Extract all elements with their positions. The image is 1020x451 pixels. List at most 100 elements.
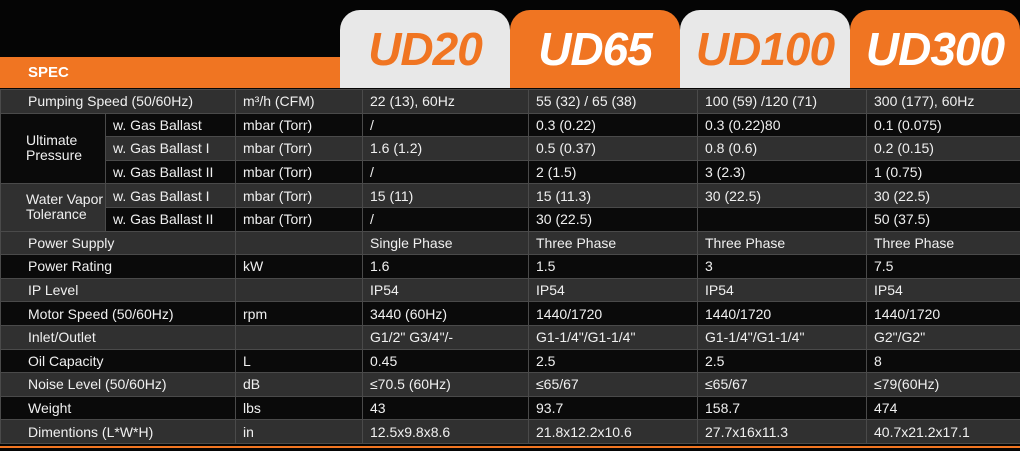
table-row: w. Gas Ballast II mbar (Torr)/30 (22.5) 50… bbox=[1, 206, 1020, 232]
unit bbox=[235, 230, 363, 256]
value-cell: 2.5 bbox=[697, 348, 867, 374]
unit bbox=[235, 324, 363, 350]
value-cell: 27.7x16x11.3 bbox=[697, 419, 867, 444]
row-label: Inlet/Outlet bbox=[0, 324, 236, 350]
value-cell: 55 (32) / 65 (38) bbox=[528, 89, 698, 114]
row-label: Noise Level (50/60Hz) bbox=[0, 372, 236, 397]
unit: in bbox=[235, 419, 363, 444]
value-cell: 3 (2.3) bbox=[697, 159, 867, 185]
table-row: Noise Level (50/60Hz) dB ≤70.5 (60Hz) ≤65/6… bbox=[0, 372, 1020, 397]
value-cell: 100 (59) /120 (71) bbox=[697, 89, 867, 114]
value-cell: 15 (11.3) bbox=[528, 183, 698, 208]
value-cell: 1440/1720 bbox=[866, 301, 1020, 326]
value-cell: 7.5 bbox=[866, 254, 1020, 279]
value-cell: Three Phase bbox=[528, 230, 698, 256]
unit: mbar (Torr) bbox=[235, 206, 363, 232]
unit: kW bbox=[235, 254, 363, 279]
unit: mbar (Torr) bbox=[235, 159, 363, 185]
value-cell: 1.6 (1.2) bbox=[362, 136, 529, 161]
table-row: Ultimate Pressure w. Gas Ballast mbar (Tor… bbox=[0, 112, 1020, 185]
sub-label: w. Gas Ballast II bbox=[105, 206, 236, 232]
value-cell: IP54 bbox=[528, 277, 698, 303]
value-cell: G1-1/4"/G1-1/4" bbox=[697, 324, 867, 350]
value-cell: 1440/1720 bbox=[697, 301, 867, 326]
group-label: Water Vapor Tolerance bbox=[0, 183, 106, 232]
unit: mbar (Torr) bbox=[235, 112, 363, 138]
value-cell: 1440/1720 bbox=[528, 301, 698, 326]
value-cell: 158.7 bbox=[697, 395, 867, 421]
unit: mbar (Torr) bbox=[235, 136, 363, 161]
value-cell: 30 (22.5) bbox=[866, 183, 1020, 208]
value-cell: Single Phase bbox=[362, 230, 529, 256]
value-cell: 2.5 bbox=[528, 348, 698, 374]
value-cell: 300 (177), 60Hz bbox=[866, 89, 1020, 114]
unit: L bbox=[235, 348, 363, 374]
spec-table: Pumping Speed (50/60Hz) m³/h (CFM) 22 (13)… bbox=[0, 89, 1020, 444]
value-cell: ≤65/67 bbox=[528, 372, 698, 397]
bottom-rule bbox=[0, 446, 1020, 448]
value-cell: IP54 bbox=[362, 277, 529, 303]
value-cell: 1.5 bbox=[528, 254, 698, 279]
value-cell: IP54 bbox=[697, 277, 867, 303]
value-cell: / bbox=[362, 112, 529, 138]
value-cell: 3440 (60Hz) bbox=[362, 301, 529, 326]
value-cell: 21.8x12.2x10.6 bbox=[528, 419, 698, 444]
row-label: IP Level bbox=[0, 277, 236, 303]
row-label: Oil Capacity bbox=[0, 348, 236, 374]
value-cell: 8 bbox=[866, 348, 1020, 374]
unit bbox=[235, 277, 363, 303]
table-row: Dimentions (L*W*H) in 12.5x9.8x8.6 21.8x12.… bbox=[0, 419, 1020, 444]
value-cell: 12.5x9.8x8.6 bbox=[362, 419, 529, 444]
value-cell: 474 bbox=[866, 395, 1020, 421]
value-cell: / bbox=[362, 206, 529, 232]
table-row: IP Level IP54 IP54 IP54 IP54 bbox=[0, 277, 1020, 303]
value-cell: 0.3 (0.22) bbox=[528, 112, 698, 138]
value-cell: 0.45 bbox=[362, 348, 529, 374]
table-row: Power Rating kW 1.6 1.5 3 7.5 bbox=[0, 254, 1020, 279]
value-cell: 50 (37.5) bbox=[866, 206, 1020, 232]
model-tab: UD300 bbox=[850, 10, 1020, 88]
unit: rpm bbox=[235, 301, 363, 326]
value-cell: ≤70.5 (60Hz) bbox=[362, 372, 529, 397]
row-label: Dimentions (L*W*H) bbox=[0, 419, 236, 444]
unit: mbar (Torr) bbox=[235, 183, 363, 208]
table-row: Weight lbs 43 93.7 158.7 474 bbox=[0, 395, 1020, 421]
value-cell: 30 (22.5) bbox=[528, 206, 698, 232]
table-row: Motor Speed (50/60Hz) rpm 3440 (60Hz) 1440/… bbox=[0, 301, 1020, 326]
sub-label: w. Gas Ballast bbox=[105, 112, 236, 138]
value-cell: 2 (1.5) bbox=[528, 159, 698, 185]
unit: lbs bbox=[235, 395, 363, 421]
value-cell: 0.5 (0.37) bbox=[528, 136, 698, 161]
value-cell: 30 (22.5) bbox=[697, 183, 867, 208]
value-cell: IP54 bbox=[866, 277, 1020, 303]
table-row: Power Supply Single Phase Three Phase Three… bbox=[0, 230, 1020, 256]
row-label: Power Rating bbox=[0, 254, 236, 279]
value-cell: Three Phase bbox=[697, 230, 867, 256]
value-cell: 0.1 (0.075) bbox=[866, 112, 1020, 138]
sub-label: w. Gas Ballast I bbox=[105, 136, 236, 161]
value-cell: 15 (11) bbox=[362, 183, 529, 208]
model-tab: UD20 bbox=[340, 10, 510, 88]
table-row: w. Gas Ballast II mbar (Torr)/2 (1.5) 3 (2… bbox=[1, 159, 1020, 185]
value-cell: G1/2" G3/4"/- bbox=[362, 324, 529, 350]
unit: dB bbox=[235, 372, 363, 397]
model-tab: UD65 bbox=[510, 10, 680, 88]
value-cell: / bbox=[362, 159, 529, 185]
model-tab: UD100 bbox=[680, 10, 850, 88]
value-cell: ≤79(60Hz) bbox=[866, 372, 1020, 397]
row-label: Weight bbox=[0, 395, 236, 421]
value-cell: 40.7x21.2x17.1 bbox=[866, 419, 1020, 444]
value-cell: 3 bbox=[697, 254, 867, 279]
value-cell: G2"/G2" bbox=[866, 324, 1020, 350]
value-cell bbox=[697, 206, 867, 232]
value-cell: 22 (13), 60Hz bbox=[362, 89, 529, 114]
group-label: Ultimate Pressure bbox=[0, 112, 106, 185]
value-cell: Three Phase bbox=[866, 230, 1020, 256]
table-row: Pumping Speed (50/60Hz) m³/h (CFM) 22 (13)… bbox=[0, 89, 1020, 114]
value-cell: 0.8 (0.6) bbox=[697, 136, 867, 161]
sub-label: w. Gas Ballast II bbox=[105, 159, 236, 185]
table-row: Inlet/Outlet G1/2" G3/4"/- G1-1/4"/G1-1/4"… bbox=[0, 324, 1020, 350]
